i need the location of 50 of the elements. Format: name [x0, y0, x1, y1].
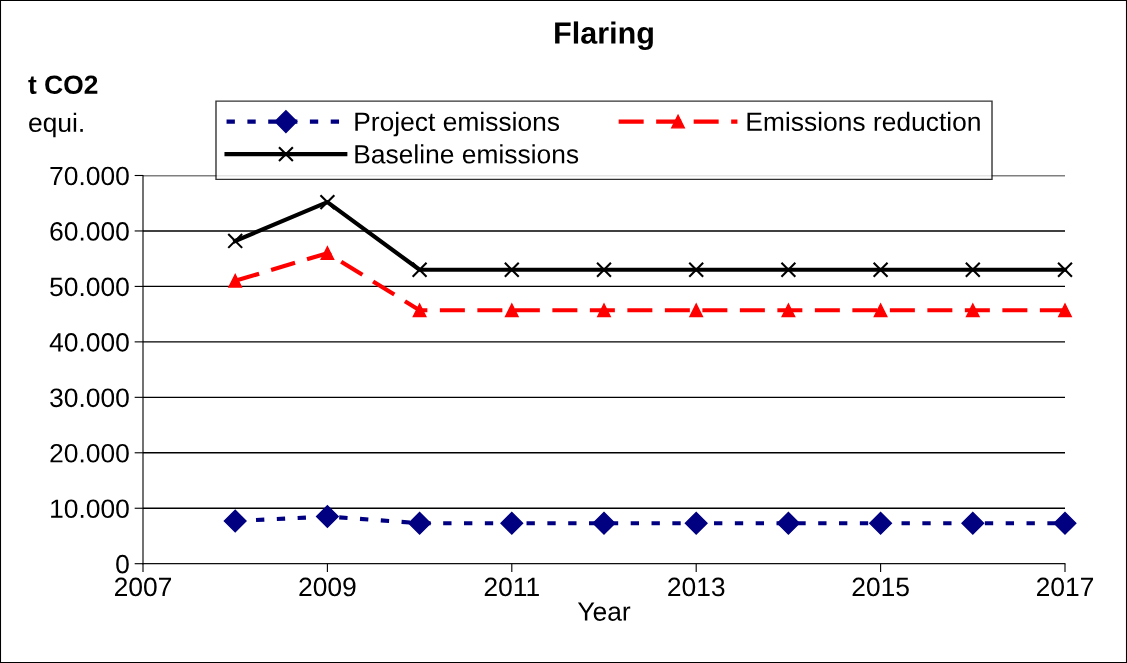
- y-tick-label: 40.000: [49, 333, 129, 352]
- point: [869, 511, 893, 535]
- point: [961, 511, 985, 535]
- legend-label: Emissions reduction: [747, 111, 980, 132]
- point: [319, 194, 336, 211]
- y-axis-title: t CO2 equi.: [28, 75, 98, 138]
- point: [412, 303, 427, 318]
- point: [873, 303, 888, 318]
- chart-title: Flaring: [555, 21, 653, 51]
- point: [227, 232, 244, 249]
- point: [228, 273, 243, 288]
- y-tick-label: 70.000: [50, 166, 129, 186]
- y-tick-label: 20.000: [50, 443, 129, 463]
- point: [689, 303, 704, 318]
- point: [408, 511, 432, 535]
- x-tick-label: 2017: [1036, 577, 1094, 597]
- point: [872, 261, 889, 278]
- point: [411, 261, 428, 278]
- point: [315, 505, 339, 529]
- x-tick-label: 2009: [299, 577, 356, 597]
- point: [596, 261, 612, 278]
- point: [780, 261, 797, 278]
- point: [500, 511, 524, 535]
- y-tick-label: 10.000: [51, 499, 129, 519]
- y-tick-label: 30.000: [50, 388, 129, 408]
- point: [320, 246, 335, 261]
- x-tick-label: 2011: [484, 577, 539, 597]
- legend-label: Baseline emissions: [355, 144, 579, 164]
- point: [964, 261, 981, 278]
- point: [1057, 261, 1073, 278]
- point: [592, 511, 616, 535]
- point: [781, 303, 796, 318]
- legend-label: Project emissions: [355, 111, 560, 137]
- x-axis-title: Year: [577, 602, 631, 621]
- point: [1058, 303, 1072, 318]
- point: [776, 511, 800, 535]
- point: [688, 261, 705, 278]
- y-tick-label: 50.000: [50, 277, 129, 297]
- point: [1053, 511, 1077, 535]
- x-tick-label: 2007: [114, 577, 172, 597]
- point: [597, 303, 611, 318]
- point: [504, 303, 519, 318]
- x-tick-label: 2015: [852, 577, 909, 597]
- point: [503, 261, 520, 278]
- point: [223, 509, 247, 533]
- y-tick-label: 60.000: [50, 222, 129, 241]
- point: [684, 511, 708, 535]
- point: [965, 303, 980, 318]
- y-tick-label: 0: [116, 554, 129, 574]
- x-tick-label: 2013: [668, 577, 725, 597]
